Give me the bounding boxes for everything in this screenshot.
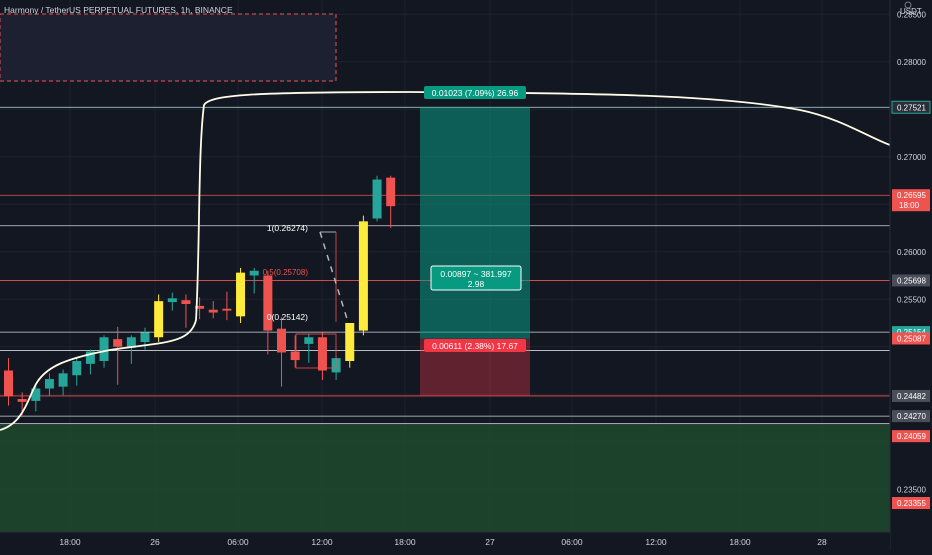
candle-body (85, 351, 95, 364)
time-tick-label: 27 (485, 537, 495, 547)
target-label-badge: 0.01023 (7.09%) 26.96 (424, 86, 526, 99)
target-label: 0.01023 (7.09%) 26.96 (432, 88, 519, 98)
candle-body (17, 399, 27, 402)
price-label-tag[interactable] (892, 389, 930, 402)
time-tick-label: 18:00 (59, 537, 81, 547)
price-tick-label: 0.27000 (897, 153, 926, 162)
candle-body (99, 337, 109, 361)
candle-body (345, 323, 355, 361)
fib-label-05: 0.5(0.25708) (263, 268, 309, 277)
time-axis-bg (0, 532, 890, 550)
price-label-text: 0.26595 (897, 191, 926, 200)
price-label-text: 0.27521 (897, 103, 926, 112)
currency-label: USDT (900, 7, 922, 16)
candle-body (195, 305, 205, 309)
price-label-text: 0.25698 (897, 276, 926, 285)
fib-label-0: 0(0.25142) (267, 312, 308, 322)
demand-zone[interactable] (0, 424, 890, 532)
candle-body (304, 337, 314, 344)
price-label-tag[interactable] (892, 430, 930, 443)
candles (4, 175, 396, 416)
candle-body (263, 275, 273, 331)
candle-body (290, 351, 300, 361)
price-label-tag[interactable] (892, 274, 930, 287)
long-position-tool[interactable] (420, 107, 530, 396)
candle-body (317, 337, 327, 371)
candle-body (386, 177, 396, 207)
candle-body (277, 328, 286, 353)
time-tick-label: 06:00 (227, 537, 249, 547)
candle-body (249, 270, 259, 276)
time-tick-label: 28 (817, 537, 827, 547)
price-tick-label: 0.28000 (897, 58, 926, 67)
price-tick-label: 0.23500 (897, 485, 926, 494)
candle-body (44, 379, 54, 389)
price-label-tag[interactable] (892, 332, 930, 345)
time-tick-label: 12:00 (645, 537, 667, 547)
candle-body (167, 298, 177, 303)
price-label-tag[interactable] (891, 100, 931, 114)
settings-icon[interactable] (904, 1, 912, 9)
time-tick-label: 12:00 (311, 537, 333, 547)
time-tick-label: 18:00 (394, 537, 416, 547)
candle-body (4, 370, 13, 397)
candle-body (358, 221, 368, 331)
time-axis[interactable]: 18:00 26 06:00 12:00 18:00 27 06:00 12:00 18:00 2… (0, 531, 890, 550)
time-tick-label: 18:00 (729, 537, 751, 547)
position-center-badge: 0.00897 ~ 381.997 2.98 (430, 265, 522, 291)
price-label-countdown: 18:00 (899, 201, 920, 210)
price-tick-label: 0.26000 (897, 248, 926, 257)
fib-box[interactable] (295, 333, 337, 369)
price-label-text: 0.25087 (897, 334, 926, 343)
candle-body (58, 373, 68, 387)
stop-label-badge: 0.00611 (2.38%) 17.67 (424, 339, 526, 352)
projection-arrow[interactable] (319, 231, 349, 323)
candle-body (31, 388, 41, 401)
candle-body (181, 300, 191, 304)
price-label-text: 0.24270 (897, 412, 926, 421)
price-axis[interactable]: 0.28500 0.28000 0.27000 0.26000 0.25500 0.235… (889, 0, 932, 550)
position-center-line1: 0.00897 ~ 381.997 (440, 269, 511, 279)
position-target-zone[interactable] (420, 107, 530, 339)
price-label-text: 0.24482 (897, 392, 926, 401)
stop-label: 0.00611 (2.38%) 17.67 (432, 341, 518, 351)
position-center-line2: 2.98 (468, 279, 485, 289)
indicator-curve[interactable] (0, 91, 891, 431)
candle-body (126, 337, 136, 348)
candle-body (72, 361, 82, 376)
candle-body (208, 309, 218, 313)
candle-body (222, 308, 232, 311)
time-tick-label: 26 (150, 537, 160, 547)
price-tick-label: 0.25500 (897, 295, 926, 304)
candle-body (154, 301, 164, 338)
price-label-tag[interactable] (892, 410, 930, 423)
time-tick-label: 06:00 (561, 537, 583, 547)
demand-zone-rect[interactable] (0, 424, 890, 532)
price-label-text: 0.23355 (897, 499, 926, 508)
price-label-text: 0.24059 (897, 432, 926, 441)
supply-zone-box[interactable] (0, 13, 337, 82)
candle-body (140, 332, 150, 342)
drawings[interactable] (0, 91, 891, 431)
candle-body (113, 339, 123, 347)
price-label-tag[interactable] (892, 189, 930, 212)
price-tick-label: 0.28500 (897, 10, 926, 19)
candle-body (236, 272, 246, 317)
fib-label-1: 1(0.26274) (267, 223, 308, 233)
price-label-tag[interactable] (892, 497, 930, 510)
candle-body (372, 179, 382, 219)
symbol-title: Harmony / TetherUS PERPETUAL FUTURES, 1h… (4, 5, 233, 15)
